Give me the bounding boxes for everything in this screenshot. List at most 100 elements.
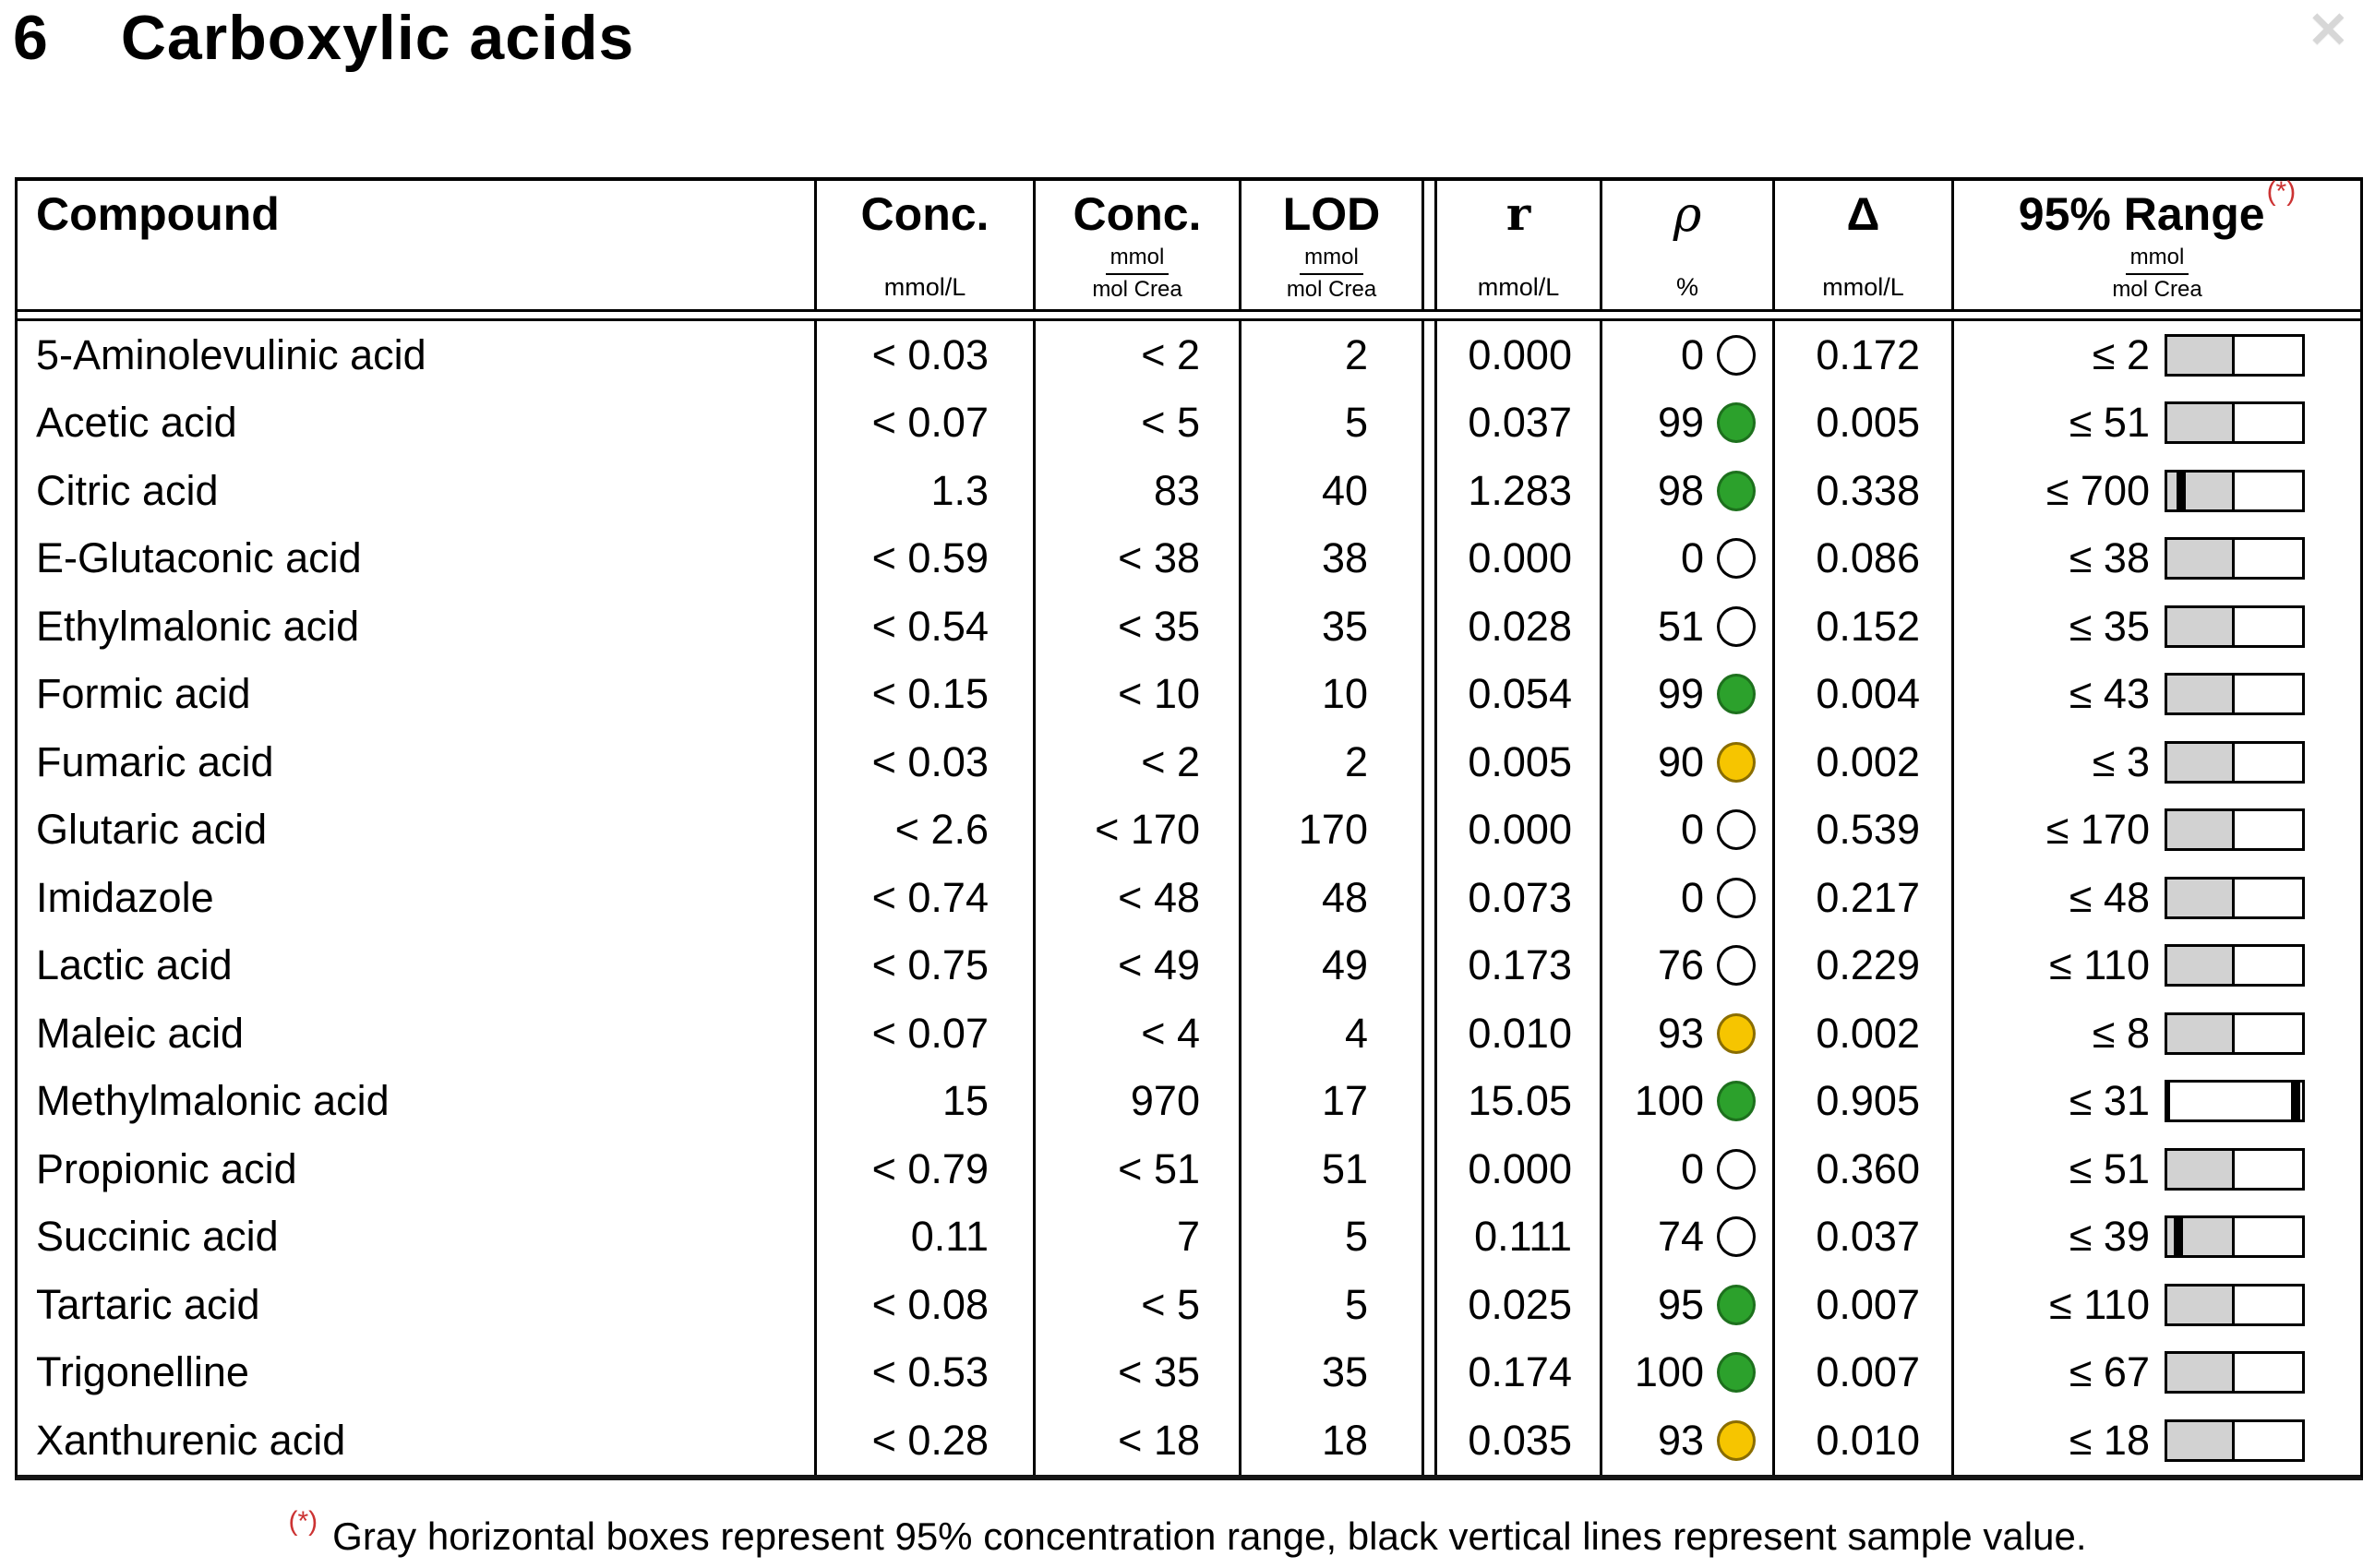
rho-status-icon xyxy=(1717,945,1756,987)
table-row: Xanthurenic acid < 0.28 < 18 18 0.035 93… xyxy=(18,1406,2360,1475)
table-row: Citric acid 1.3 83 40 1.283 98 0.338 ≤ 7… xyxy=(18,457,2360,525)
rho-cell: 93 xyxy=(1602,999,1775,1068)
delta-value: 0.217 xyxy=(1775,864,1954,932)
range-limit-label: ≤ 700 xyxy=(2045,466,2150,514)
range-cell: ≤ 31 xyxy=(1954,1068,2360,1136)
rho-cell: 100 xyxy=(1602,1067,1775,1135)
range-limit-label: ≤ 3 xyxy=(2092,737,2150,785)
sample-value-marker xyxy=(2291,1083,2301,1120)
rho-status-icon xyxy=(1717,809,1756,851)
range-cell: ≤ 38 xyxy=(1954,525,2360,593)
rho-value: 74 xyxy=(1657,1213,1704,1261)
range-limit-label: ≤ 110 xyxy=(2049,941,2150,989)
range-limit-label: ≤ 2 xyxy=(2092,330,2150,378)
table-row: Imidazole < 0.74 < 48 48 0.073 0 0.217 ≤… xyxy=(18,864,2360,932)
range-bar xyxy=(2165,1418,2305,1462)
double-rule-spacer xyxy=(1424,1406,1437,1475)
compound-name: Tartaric acid xyxy=(18,1271,817,1339)
lod-value: 35 xyxy=(1241,592,1424,661)
compound-name: Acetic acid xyxy=(18,389,817,457)
compound-name: Lactic acid xyxy=(18,931,817,999)
delta-value: 0.905 xyxy=(1775,1067,1954,1135)
table-row: 5-Aminolevulinic acid < 0.03 < 2 2 0.000… xyxy=(18,321,2360,389)
range-cell: ≤ 110 xyxy=(1954,932,2360,1000)
r-value: 0.005 xyxy=(1437,728,1602,796)
rho-status-icon xyxy=(1717,877,1756,918)
delta-value: 0.004 xyxy=(1775,660,1954,728)
lod-value: 38 xyxy=(1241,524,1424,592)
rho-value: 100 xyxy=(1634,1077,1704,1125)
range-cell: ≤ 51 xyxy=(1954,1135,2360,1203)
conc-mmol-l-value: < 0.74 xyxy=(817,864,1036,932)
rho-status-icon xyxy=(1717,1012,1756,1054)
conc-mmol-l-value: 1.3 xyxy=(817,457,1036,525)
range-gray-box xyxy=(2167,676,2235,713)
compound-name: E-Glutaconic acid xyxy=(18,524,817,592)
rho-value: 51 xyxy=(1657,602,1704,650)
double-rule-spacer xyxy=(1424,321,1437,389)
delta-value: 0.086 xyxy=(1775,524,1954,592)
rho-value: 0 xyxy=(1680,330,1704,378)
section-title: Carboxylic acids xyxy=(120,3,635,73)
table-row: Glutaric acid < 2.6 < 170 170 0.000 0 0.… xyxy=(18,796,2360,864)
r-value: 0.028 xyxy=(1437,592,1602,661)
rho-cell: 90 xyxy=(1602,728,1775,796)
conc-mmol-l-value: < 0.03 xyxy=(817,321,1036,389)
conc-mmol-l-value: < 0.07 xyxy=(817,389,1036,457)
compound-name: Succinic acid xyxy=(18,1203,817,1271)
double-rule-spacer xyxy=(1424,1135,1437,1203)
conc-mmol-l-value: < 0.28 xyxy=(817,1406,1036,1475)
conc-mmol-crea-value: < 18 xyxy=(1036,1406,1241,1475)
table-row: Maleic acid < 0.07 < 4 4 0.010 93 0.002 … xyxy=(18,999,2360,1068)
close-icon[interactable]: ✕ xyxy=(2307,3,2349,58)
rho-value: 90 xyxy=(1657,737,1704,785)
double-rule-spacer xyxy=(1424,592,1437,661)
delta-value: 0.007 xyxy=(1775,1271,1954,1339)
sample-value-marker xyxy=(2177,472,2187,509)
double-rule-spacer xyxy=(1424,931,1437,999)
footnote-reference: (*) xyxy=(2266,176,2297,208)
r-value: 0.000 xyxy=(1437,1135,1602,1203)
range-bar xyxy=(2165,469,2305,512)
column-header-r: r mmol/L xyxy=(1437,181,1602,309)
conc-mmol-l-value: < 0.08 xyxy=(817,1271,1036,1339)
delta-value: 0.539 xyxy=(1775,796,1954,864)
range-cell: ≤ 3 xyxy=(1954,728,2360,796)
lod-value: 17 xyxy=(1241,1067,1424,1135)
range-bar xyxy=(2165,1011,2305,1055)
conc-mmol-l-value: < 0.79 xyxy=(817,1135,1036,1203)
conc-mmol-crea-value: < 4 xyxy=(1036,999,1241,1068)
range-bar xyxy=(2165,1283,2305,1326)
table-row: Trigonelline < 0.53 < 35 35 0.174 100 0.… xyxy=(18,1338,2360,1406)
compound-name: Ethylmalonic acid xyxy=(18,592,817,661)
range-gray-box xyxy=(2167,1083,2170,1120)
compound-table: Compound Conc. mmol/L Conc. mmol mol Cre… xyxy=(15,177,2363,1480)
range-cell: ≤ 700 xyxy=(1954,457,2360,525)
range-limit-label: ≤ 51 xyxy=(2069,399,2150,447)
range-bar xyxy=(2165,1080,2305,1123)
rho-value: 0 xyxy=(1680,806,1704,854)
conc-mmol-crea-value: < 5 xyxy=(1036,389,1241,457)
range-cell: ≤ 43 xyxy=(1954,661,2360,729)
conc-mmol-crea-value: < 51 xyxy=(1036,1135,1241,1203)
rho-status-icon xyxy=(1717,674,1756,715)
conc-mmol-crea-value: < 5 xyxy=(1036,1271,1241,1339)
double-rule-spacer xyxy=(1424,728,1437,796)
compound-name: Formic acid xyxy=(18,660,817,728)
delta-value: 0.002 xyxy=(1775,999,1954,1068)
r-value: 0.111 xyxy=(1437,1203,1602,1271)
lod-value: 2 xyxy=(1241,728,1424,796)
conc-mmol-l-value: < 0.07 xyxy=(817,999,1036,1068)
rho-value: 0 xyxy=(1680,534,1704,582)
range-gray-box xyxy=(2167,607,2235,645)
lod-value: 4 xyxy=(1241,999,1424,1068)
unit-fraction: mmol mol Crea xyxy=(2112,245,2202,302)
compound-name: Propionic acid xyxy=(18,1135,817,1203)
double-rule-spacer xyxy=(1424,1271,1437,1339)
r-value: 1.283 xyxy=(1437,457,1602,525)
range-bar xyxy=(2165,1147,2305,1191)
compound-name: Glutaric acid xyxy=(18,796,817,864)
delta-value: 0.152 xyxy=(1775,592,1954,661)
rho-status-icon xyxy=(1717,1419,1756,1461)
range-gray-box xyxy=(2167,743,2235,781)
